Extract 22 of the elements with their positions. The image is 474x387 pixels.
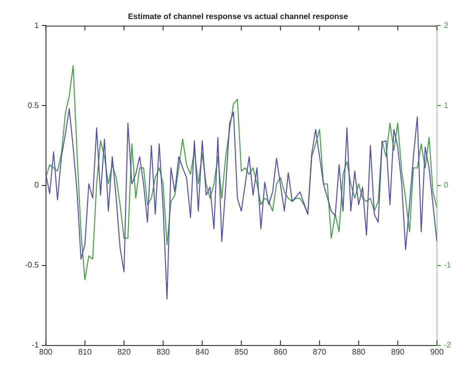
x-tick-label: 830: [156, 347, 170, 356]
x-tick-label: 840: [196, 347, 210, 356]
y2-tick-label: 0: [444, 180, 449, 190]
y2-tick-label: -2: [444, 340, 452, 350]
x-tick-label: 900: [430, 347, 444, 356]
x-tick-label: 850: [234, 347, 249, 356]
x-tick-label: 810: [78, 347, 92, 356]
y-tick-label: 1: [34, 20, 40, 30]
chart-title: Estimate of channel response vs actual channel response: [128, 12, 349, 22]
x-tick-label: 860: [274, 347, 288, 356]
x-tick-label: 820: [117, 347, 132, 356]
y-tick-label: 0: [34, 180, 40, 190]
y-tick-label: 0.5: [28, 100, 40, 110]
x-tick-label: 800: [39, 347, 54, 356]
y2-tick-label: -1: [444, 260, 452, 270]
y-tick-label: -0.5: [24, 260, 40, 270]
y2-tick-label: 2: [444, 20, 449, 30]
x-tick-label: 880: [352, 347, 366, 356]
x-tick-label: 870: [312, 347, 327, 356]
x-tick-label: 890: [391, 347, 405, 356]
y2-tick-label: 1: [444, 100, 449, 110]
y-tick-label: -1: [32, 340, 40, 350]
